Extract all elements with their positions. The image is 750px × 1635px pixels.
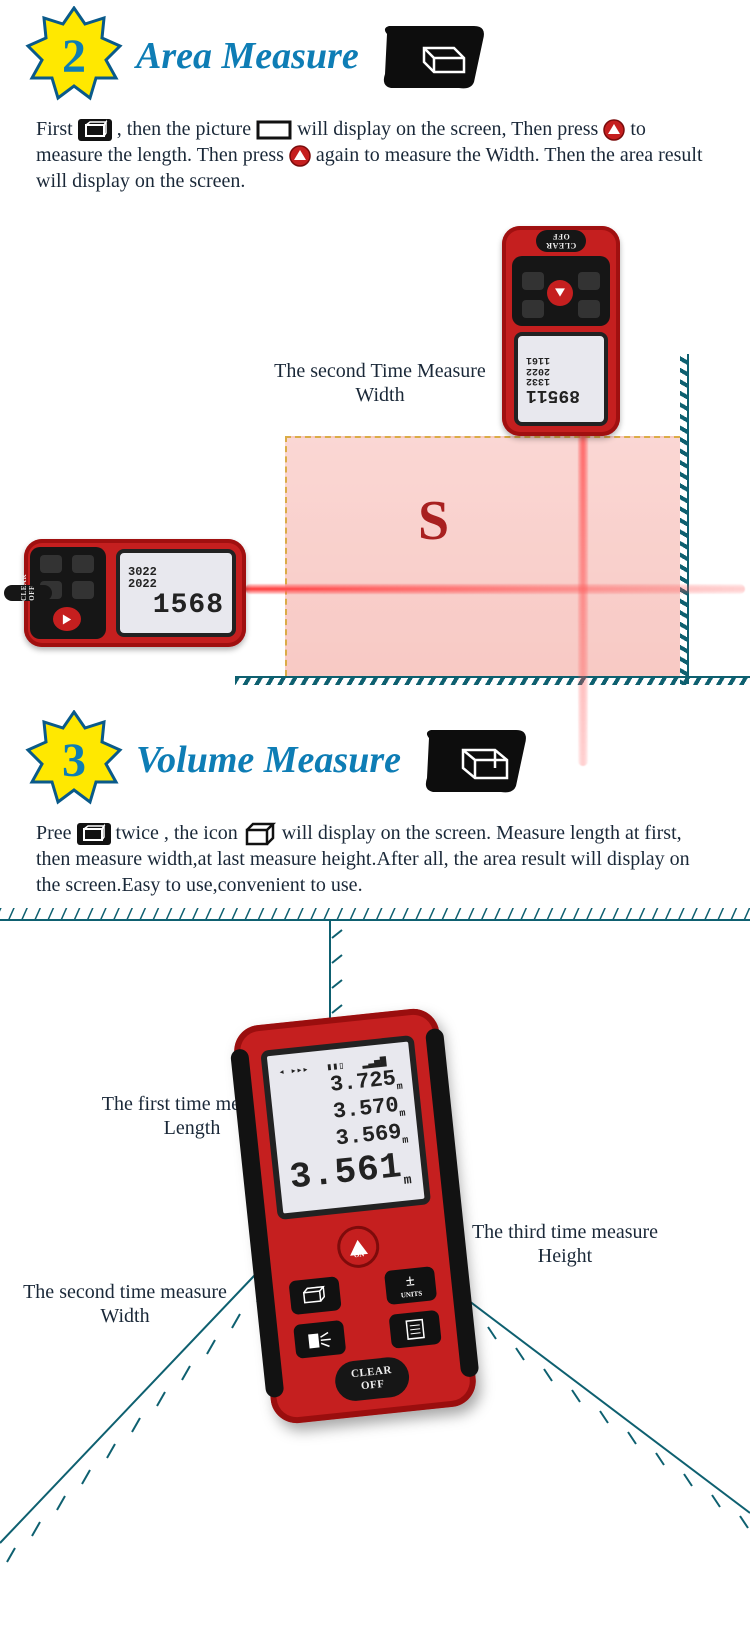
on-button: ON — [335, 1224, 381, 1270]
instruction-text: First , then the picture will display on… — [0, 116, 750, 204]
measured-area — [285, 436, 680, 676]
clear-button: CLEAROFF — [333, 1356, 411, 1404]
wall-bottom — [235, 676, 750, 685]
title-row: 2 Area Measure — [0, 0, 750, 116]
mode-button-icon — [77, 823, 111, 845]
device-screen: ◂ ▸▸▸ ▮▮▯ ▂▃▅▇ 3.725m 3.570m 3.569m 3.56… — [260, 1035, 431, 1220]
mode-button — [288, 1276, 341, 1315]
device-main: ◂ ▸▸▸ ▮▮▯ ▂▃▅▇ 3.725m 3.570m 3.569m 3.56… — [232, 1007, 479, 1426]
section-area-measure: 2 Area Measure First , then the picture … — [0, 0, 750, 704]
label-width-measure: The second Time MeasureWidth — [255, 359, 505, 407]
star-badge: 2 — [24, 6, 124, 106]
star-badge: 3 — [24, 710, 124, 810]
clear-button: CLEAROFF — [4, 585, 52, 601]
device-left: CLEAROFF 3022 2022 1568 — [24, 539, 246, 647]
device-screen: 89511 1332 2022 1161 — [514, 332, 608, 426]
device-top: CLEAROFF 89511 1332 2022 1161 — [502, 226, 620, 436]
section-title: Area Measure — [136, 34, 359, 78]
area-symbol: S — [418, 489, 449, 553]
rectangle-icon — [256, 120, 292, 140]
instruction-text: Pree twice , the icon will display on th… — [0, 820, 750, 908]
device-screen: 3022 2022 1568 — [116, 549, 236, 637]
clear-button: CLEAROFF — [536, 230, 586, 252]
ref-button — [293, 1320, 346, 1359]
cube-icon — [243, 822, 277, 846]
wall-right — [680, 354, 689, 684]
label-height: The third time measureHeight — [440, 1220, 690, 1268]
step-number: 3 — [24, 710, 124, 810]
on-button-icon — [289, 145, 311, 167]
title-row: 3 Volume Measure — [0, 704, 750, 820]
volume-diagram: The first time measureLength The second … — [0, 908, 750, 1623]
mode-button-icon — [78, 119, 112, 141]
mode-icon — [379, 20, 489, 92]
save-button — [389, 1310, 442, 1349]
label-width: The second time measureWidth — [0, 1280, 250, 1328]
units-button: ±UNITS — [384, 1266, 437, 1305]
step-number: 2 — [24, 6, 124, 106]
area-diagram: S The second Time MeasureWidth CLEAROFF … — [0, 204, 750, 704]
section-volume-measure: 3 Volume Measure Pree twice , the icon w… — [0, 704, 750, 1623]
mode-icon — [421, 724, 531, 796]
on-button-icon — [603, 119, 625, 141]
laser-width — [245, 584, 745, 594]
section-title: Volume Measure — [136, 738, 401, 782]
